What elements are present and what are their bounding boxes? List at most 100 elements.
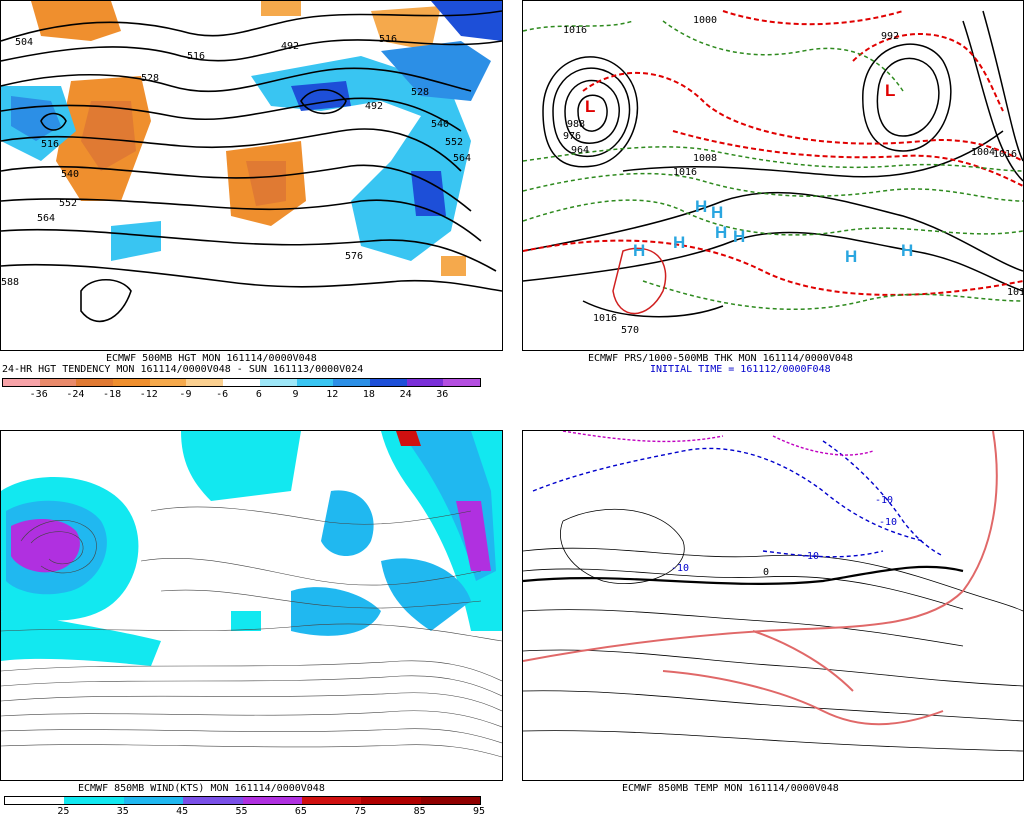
map-500mb — [1, 1, 502, 323]
colorbar-swatch — [420, 797, 480, 804]
contour-label: 1008 — [693, 153, 718, 164]
contour-label: 540 — [61, 169, 80, 180]
contour-label: 992 — [881, 31, 900, 42]
contour-label: 576 — [345, 251, 364, 262]
colorbar-label: 35 — [116, 806, 129, 817]
contour-label: 564 — [453, 153, 472, 164]
colorbar-label: 12 — [326, 389, 339, 400]
tendency-shading — [1, 1, 502, 276]
colorbar-swatch — [5, 797, 65, 804]
colorbar-swatch — [333, 379, 370, 386]
colorbar-label: 65 — [294, 806, 307, 817]
colorbar-label: -36 — [29, 389, 48, 400]
contour-label: 492 — [365, 101, 384, 112]
cold-isotherms — [532, 440, 944, 558]
low-pressure-marker: L — [885, 81, 896, 100]
high-pressure-marker: H — [715, 223, 728, 242]
colorbar-swatch — [183, 797, 243, 804]
colorbar-label: 25 — [57, 806, 70, 817]
contour-label: 1016 — [1007, 287, 1023, 298]
thickness-green — [523, 20, 1023, 311]
colorbar-label: -18 — [103, 389, 122, 400]
colorbar-swatch — [149, 379, 187, 386]
contour-label: 1000 — [693, 15, 718, 26]
contour-label: 570 — [621, 325, 640, 336]
panel-500mb-height: 504 516 528 540 552 564 516 492 516 528 … — [0, 0, 503, 351]
contour-label: 528 — [141, 73, 160, 84]
colorbar-label: 6 — [255, 389, 262, 400]
tendency-colorbar-labels: -36 -24 -18 -12 -9 -6 6 9 12 18 24 36 — [2, 389, 479, 401]
colorbar-swatch — [223, 379, 260, 386]
panel1-caption-line1: ECMWF 500MB HGT MON 161114/0000V048 — [106, 353, 317, 364]
colorbar-swatch — [443, 379, 480, 386]
colorbar-label: 9 — [292, 389, 299, 400]
high-pressure-marker: H — [633, 241, 646, 260]
high-pressure-marker: H — [901, 241, 914, 260]
colorbar-swatch — [301, 797, 362, 804]
panel1-caption-line2: 24-HR HGT TENDENCY MON 161114/0000V048 -… — [2, 364, 364, 375]
contour-label: 1004 — [971, 147, 996, 158]
contour-label: 1016 — [593, 313, 618, 324]
colorbar-label: 36 — [436, 389, 449, 400]
red-contour-570 — [612, 247, 667, 315]
high-pressure-marker: H — [711, 203, 724, 222]
panel3-caption-line1: ECMWF 850MB WIND(KTS) MON 161114/0000V04… — [78, 783, 325, 794]
colorbar-label: -6 — [216, 389, 229, 400]
temp-contours — [523, 508, 1023, 752]
high-pressure-marker: H — [733, 227, 746, 246]
colorbar-label: -12 — [139, 389, 158, 400]
colorbar-swatch — [39, 379, 77, 386]
colorbar-label: 75 — [354, 806, 367, 817]
colorbar-swatch — [76, 379, 114, 386]
colorbar-swatch — [296, 379, 334, 386]
streamlines — [1, 506, 502, 758]
panel-850mb-temp: -10 -10 -10 0 -10 — [522, 430, 1024, 781]
colorbar-swatch — [406, 379, 444, 386]
colorbar-swatch — [361, 797, 421, 804]
wind-colorbar — [4, 796, 481, 805]
panel-850mb-wind — [0, 430, 503, 781]
map-850-temp — [523, 431, 1023, 752]
contour-label: 0 — [763, 567, 770, 578]
contour-label: 1016 — [993, 149, 1018, 160]
contour-label: 988 — [567, 119, 586, 130]
colorbar-swatch — [242, 797, 302, 804]
contour-label: 976 — [563, 131, 582, 142]
colorbar-label: -9 — [179, 389, 192, 400]
colorbar-label: -24 — [66, 389, 85, 400]
high-pressure-marker: H — [695, 197, 708, 216]
contour-label: 564 — [37, 213, 56, 224]
contour-label: 588 — [1, 277, 20, 288]
contour-label: -10 — [801, 551, 820, 562]
panel-pressure-thickness: 1016 1000 988 976 964 1016 1008 1016 570… — [522, 0, 1024, 351]
contour-label: -10 — [875, 495, 894, 506]
thickness-red — [523, 10, 1023, 296]
contour-label: 552 — [445, 137, 464, 148]
colorbar-label: 95 — [472, 806, 486, 817]
zero-isotherm — [523, 565, 964, 585]
contour-label: 516 — [379, 34, 398, 45]
colorbar-swatch — [369, 379, 407, 386]
contour-label: 964 — [571, 145, 590, 156]
colorbar-swatch — [64, 797, 124, 804]
colorbar-swatch — [123, 797, 184, 804]
colorbar-label: 85 — [413, 806, 426, 817]
contour-label: -10 — [671, 563, 690, 574]
colorbar-swatch — [113, 379, 150, 386]
very-cold-isotherms — [562, 431, 874, 456]
contour-label: 552 — [59, 198, 78, 209]
contour-label: 516 — [41, 139, 60, 150]
low-pressure-marker: L — [585, 97, 596, 116]
contour-label: 516 — [187, 51, 206, 62]
wind-colorbar-labels: 25 35 45 55 65 75 85 95 — [4, 806, 485, 818]
tendency-colorbar — [2, 378, 481, 387]
panel2-caption-line2: INITIAL TIME = 161112/0000F048 — [650, 364, 831, 375]
contour-label: 1016 — [673, 167, 698, 178]
colorbar-swatch — [3, 379, 40, 386]
map-pressure — [523, 10, 1023, 318]
high-pressure-marker: H — [673, 233, 686, 252]
high-pressure-marker: H — [845, 247, 858, 266]
map-850-wind — [1, 431, 502, 758]
contour-label: -10 — [879, 517, 898, 528]
contour-label: 528 — [411, 87, 430, 98]
